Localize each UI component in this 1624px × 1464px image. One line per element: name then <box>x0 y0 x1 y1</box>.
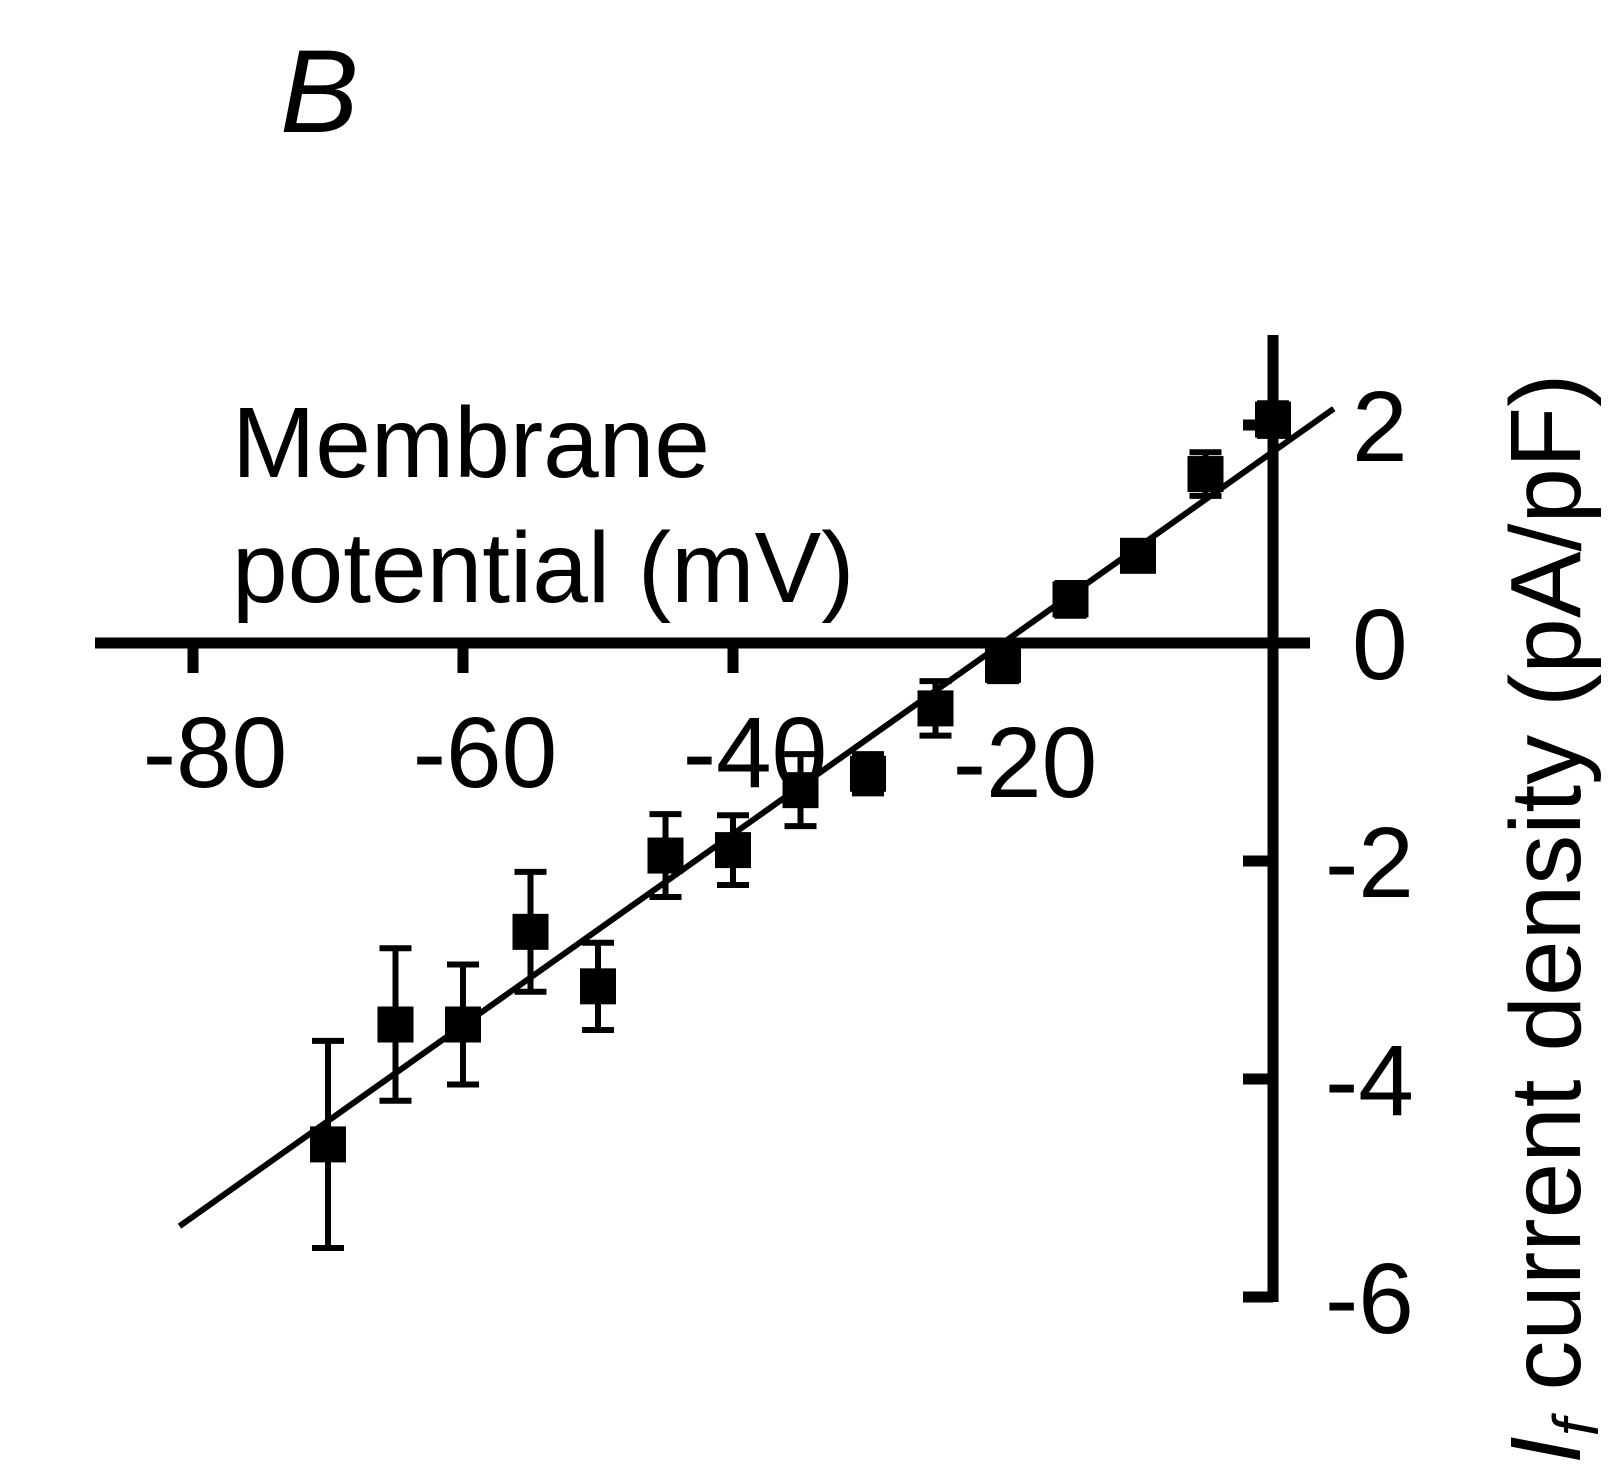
data-points-layer <box>310 400 1291 1251</box>
square-marker <box>580 968 616 1005</box>
data-point <box>1255 400 1291 439</box>
data-point <box>1120 537 1156 574</box>
data-point <box>445 961 481 1088</box>
data-point <box>985 645 1021 685</box>
y-axis-label: If current density (pA/pF) <box>1490 374 1612 1464</box>
y-axis-label-text: current density (pA/pF) <box>1490 374 1602 1419</box>
square-marker <box>917 690 954 727</box>
square-marker <box>445 1006 481 1043</box>
data-point <box>310 1037 346 1251</box>
square-marker <box>1187 456 1224 493</box>
y-tick-label: -2 <box>1325 807 1414 919</box>
data-point <box>1052 580 1089 619</box>
y-tick-label: -4 <box>1325 1025 1414 1137</box>
x-tick-labels: -80 -60 -40 -20 <box>143 697 1098 819</box>
axes-layer <box>95 335 1310 1303</box>
square-marker <box>512 913 549 950</box>
square-marker <box>1120 537 1156 574</box>
y-tick-labels: 2 0 -2 -4 -6 <box>1325 371 1414 1355</box>
data-point <box>917 678 954 739</box>
square-marker <box>782 772 819 809</box>
x-axis-label-line2: potential (mV) <box>232 512 854 624</box>
data-point <box>647 811 684 900</box>
data-point <box>850 751 886 797</box>
data-point <box>782 751 819 830</box>
data-point <box>377 945 414 1104</box>
x-tick-label: -20 <box>953 707 1098 819</box>
y-tick-label: 0 <box>1352 589 1408 701</box>
square-marker <box>310 1126 346 1163</box>
data-point <box>512 868 549 995</box>
x-tick-label: -80 <box>143 697 288 809</box>
square-marker <box>647 837 684 874</box>
square-marker <box>1052 581 1089 618</box>
panel-label: B <box>280 26 359 158</box>
square-marker <box>715 832 751 869</box>
square-marker <box>850 755 886 792</box>
data-point <box>580 939 616 1033</box>
y-axis-label-symbol: I <box>1490 1436 1602 1464</box>
data-point <box>1187 449 1224 499</box>
data-point <box>715 812 751 888</box>
x-tick-label: -40 <box>683 697 828 809</box>
y-tick-label: 2 <box>1352 371 1408 483</box>
square-marker <box>985 646 1021 683</box>
square-marker <box>1255 401 1291 438</box>
y-tick-label: -6 <box>1325 1243 1414 1355</box>
x-axis-label-line1: Membrane <box>232 387 710 499</box>
x-tick-label: -60 <box>413 697 558 809</box>
square-marker <box>377 1006 414 1043</box>
